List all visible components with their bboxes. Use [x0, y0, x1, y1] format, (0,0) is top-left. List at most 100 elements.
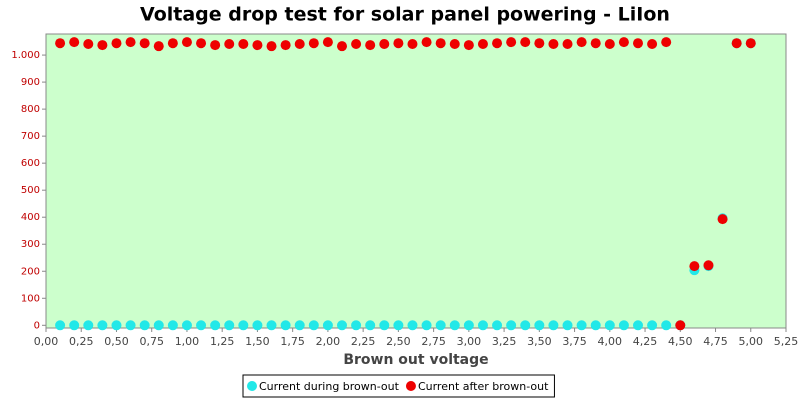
- data-point: [520, 320, 531, 331]
- data-point: [421, 320, 432, 331]
- data-point: [351, 320, 362, 331]
- x-tick-label: 2,50: [386, 335, 411, 348]
- data-point: [167, 320, 178, 331]
- data-point: [477, 38, 488, 49]
- x-tick-label: 4,00: [598, 335, 623, 348]
- data-point: [477, 320, 488, 331]
- data-point: [379, 320, 390, 331]
- y-tick-label: 400: [21, 212, 40, 223]
- data-point: [308, 38, 319, 49]
- data-point: [393, 320, 404, 331]
- x-axis-label: Brown out voltage: [343, 352, 488, 368]
- data-point: [280, 320, 291, 331]
- data-point: [55, 38, 66, 49]
- x-tick-label: 2,00: [316, 335, 341, 348]
- data-point: [224, 320, 235, 331]
- x-tick-label: 1,00: [175, 335, 200, 348]
- data-point: [548, 38, 559, 49]
- legend-marker: [247, 381, 257, 391]
- data-point: [322, 320, 333, 331]
- x-tick-label: 3,25: [492, 335, 517, 348]
- data-point: [506, 320, 517, 331]
- data-point: [83, 38, 94, 49]
- data-point: [111, 320, 122, 331]
- data-point: [661, 37, 672, 48]
- data-point: [463, 40, 474, 51]
- data-point: [224, 38, 235, 49]
- data-point: [153, 41, 164, 52]
- data-point: [351, 38, 362, 49]
- data-point: [125, 320, 136, 331]
- data-point: [139, 320, 150, 331]
- y-tick-label: 200: [21, 266, 40, 277]
- x-tick-label: 1,50: [245, 335, 270, 348]
- data-point: [337, 320, 347, 331]
- x-tick-label: 5,00: [739, 335, 764, 348]
- data-point: [280, 40, 291, 51]
- plot-area: [45, 33, 787, 329]
- x-tick-label: 0,75: [139, 335, 164, 348]
- x-tick-label: 3,50: [527, 335, 552, 348]
- legend-label: Current after brown-out: [418, 380, 549, 393]
- x-tick-label: 1,75: [280, 335, 305, 348]
- data-point: [703, 260, 714, 271]
- data-point: [322, 37, 333, 48]
- data-point: [69, 37, 80, 48]
- y-tick-label: 500: [21, 185, 40, 196]
- data-point: [633, 320, 643, 331]
- data-point: [675, 320, 686, 331]
- y-tick-label: 300: [21, 239, 40, 250]
- data-point: [506, 37, 517, 48]
- data-point: [83, 320, 94, 331]
- data-point: [266, 320, 277, 331]
- data-point: [379, 38, 390, 49]
- x-tick-label: 4,75: [703, 335, 728, 348]
- data-point: [534, 38, 545, 49]
- x-tick-label: 5,25: [774, 335, 799, 348]
- data-point: [463, 320, 474, 331]
- y-tick-label: 600: [21, 158, 40, 169]
- data-point: [576, 37, 587, 48]
- data-point: [407, 38, 418, 49]
- data-point: [562, 38, 573, 49]
- data-point: [590, 38, 601, 49]
- data-point: [421, 37, 432, 48]
- data-point: [492, 320, 503, 331]
- data-point: [661, 320, 672, 331]
- data-point: [534, 320, 545, 331]
- x-tick-label: 0,00: [34, 335, 59, 348]
- data-point: [520, 37, 531, 48]
- data-point: [181, 37, 192, 48]
- data-point: [210, 320, 221, 331]
- data-point: [647, 38, 658, 49]
- x-tick-label: 0,25: [69, 335, 94, 348]
- x-tick-label: 4,50: [668, 335, 693, 348]
- legend-marker: [405, 381, 416, 391]
- x-tick-label: 4,25: [633, 335, 658, 348]
- data-point: [337, 41, 347, 52]
- data-point: [604, 320, 615, 331]
- x-tick-label: 2,75: [421, 335, 446, 348]
- x-tick-label: 3,00: [457, 335, 482, 348]
- data-point: [238, 320, 249, 331]
- data-point: [717, 214, 728, 225]
- y-tick-label: 800: [21, 104, 40, 115]
- data-point: [365, 40, 376, 51]
- data-point: [548, 320, 559, 331]
- data-point: [407, 320, 418, 331]
- data-point: [731, 38, 742, 49]
- data-point: [196, 38, 207, 49]
- y-tick-label: 700: [21, 131, 40, 142]
- y-tick-label: 100: [21, 293, 40, 304]
- x-tick-label: 0,50: [104, 335, 129, 348]
- y-tick-label: 0: [34, 320, 40, 331]
- data-point: [139, 38, 150, 49]
- data-point: [196, 320, 207, 331]
- data-point: [125, 37, 136, 48]
- data-point: [633, 38, 643, 49]
- x-tick-label: 3,75: [562, 335, 587, 348]
- data-point: [689, 261, 700, 272]
- x-tick-label: 2,25: [351, 335, 376, 348]
- chart-title: Voltage drop test for solar panel poweri…: [140, 4, 670, 26]
